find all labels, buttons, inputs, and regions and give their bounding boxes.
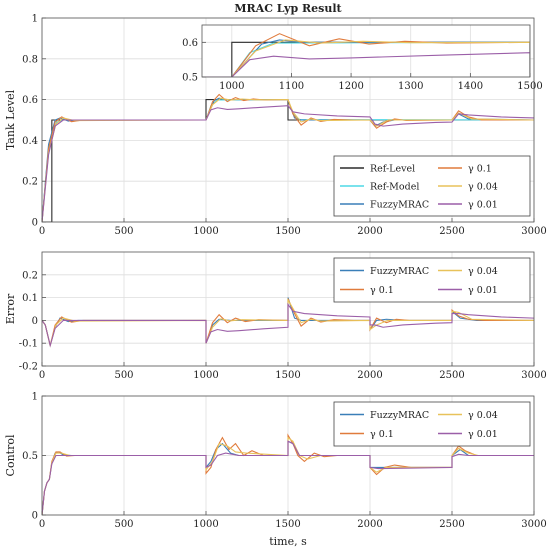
x-tick-label: 0 bbox=[39, 226, 45, 237]
legend-entry: γ 0.01 bbox=[468, 285, 498, 296]
legend-entry: FuzzyMRAC bbox=[370, 410, 429, 421]
x-tick-label: 2500 bbox=[439, 519, 464, 530]
x-tick-label: 3000 bbox=[521, 519, 546, 530]
y-tick-label: 1 bbox=[32, 392, 38, 403]
legend-entry: γ 0.1 bbox=[370, 285, 394, 296]
x-tick-label: 1000 bbox=[193, 370, 218, 381]
x-tick-label: 1400 bbox=[458, 81, 483, 92]
x-tick-label: 3000 bbox=[521, 370, 546, 381]
x-tick-label: 2000 bbox=[357, 226, 382, 237]
inset-axes-frame bbox=[201, 24, 531, 78]
y-tick-label: 1 bbox=[32, 14, 38, 25]
x-axis-label: time, s bbox=[269, 535, 307, 548]
legend-entry: γ 0.01 bbox=[468, 200, 498, 211]
legend-entry: γ 0.1 bbox=[468, 164, 492, 175]
y-tick-label: 0.4 bbox=[22, 136, 38, 147]
x-tick-label: 1200 bbox=[338, 81, 363, 92]
y-tick-label: 0 bbox=[32, 316, 38, 327]
control-legend: FuzzyMRAC γ 0.1 γ 0.04 γ 0.01 bbox=[333, 401, 531, 447]
y-tick-label: 0.2 bbox=[22, 270, 38, 281]
tank-legend: Ref-Level Ref-Model FuzzyMRAC γ 0.1 γ 0.04 γ … bbox=[333, 155, 531, 217]
series-line-g001 bbox=[42, 105, 534, 222]
x-tick-label: 1300 bbox=[398, 81, 423, 92]
y-axis-label: Error bbox=[4, 293, 17, 324]
x-tick-label: 500 bbox=[114, 370, 133, 381]
series-line-ref_level bbox=[42, 99, 534, 222]
x-tick-label: 2000 bbox=[357, 519, 382, 530]
y-tick-label: 0.5 bbox=[22, 451, 38, 462]
legend-entry: FuzzyMRAC bbox=[370, 266, 429, 277]
x-tick-label: 1000 bbox=[193, 519, 218, 530]
y-tick-label: 0.6 bbox=[182, 38, 198, 49]
inset-zoom-plot: 1000 1100 1200 1300 1400 1500 0.5 0.6 bbox=[182, 24, 543, 92]
y-axis-label: Tank Level bbox=[4, 89, 17, 150]
y-tick-label: 0 bbox=[32, 218, 38, 229]
legend-entry: Ref-Level bbox=[370, 164, 415, 175]
x-tick-label: 500 bbox=[114, 226, 133, 237]
x-tick-label: 1500 bbox=[517, 81, 542, 92]
legend-box bbox=[333, 401, 531, 447]
legend-entry: FuzzyMRAC bbox=[370, 200, 429, 211]
panel-control: 0 500 1000 1500 2000 2500 3000 0 0.5 1 Control Fuzz… bbox=[4, 392, 547, 531]
x-tick-label: 0 bbox=[39, 519, 45, 530]
x-tick-label: 2000 bbox=[357, 370, 382, 381]
panel-error: 0 500 1000 1500 2000 2500 3000 -0.2 -0.1 0 0.1 0.2 E… bbox=[4, 251, 547, 381]
y-tick-label: 0.6 bbox=[22, 95, 38, 106]
legend-entry: γ 0.1 bbox=[370, 429, 394, 440]
x-tick-label: 3000 bbox=[521, 226, 546, 237]
legend-entry: γ 0.01 bbox=[468, 429, 498, 440]
legend-box bbox=[333, 257, 531, 303]
x-tick-label: 1100 bbox=[279, 81, 304, 92]
legend-entry: γ 0.04 bbox=[468, 182, 498, 193]
y-tick-label: 0.8 bbox=[22, 54, 38, 65]
figure-title: MRAC Lyp Result bbox=[234, 2, 342, 15]
x-tick-label: 500 bbox=[114, 519, 133, 530]
x-tick-label: 1000 bbox=[193, 226, 218, 237]
legend-entry: Ref-Model bbox=[370, 182, 419, 193]
y-tick-label: -0.1 bbox=[19, 339, 38, 350]
x-tick-label: 1500 bbox=[275, 519, 300, 530]
legend-entry: γ 0.04 bbox=[468, 266, 498, 277]
x-tick-label: 1000 bbox=[219, 81, 244, 92]
series-line-g004 bbox=[42, 297, 534, 348]
y-tick-label: 0 bbox=[32, 511, 38, 522]
y-tick-label: 0.1 bbox=[22, 293, 38, 304]
series-line-g001 bbox=[42, 302, 534, 348]
x-tick-label: 1500 bbox=[275, 226, 300, 237]
x-tick-label: 2500 bbox=[439, 226, 464, 237]
x-tick-label: 0 bbox=[39, 370, 45, 381]
legend-entry: γ 0.04 bbox=[468, 410, 498, 421]
x-tick-label: 2500 bbox=[439, 370, 464, 381]
y-tick-label: 0.5 bbox=[182, 73, 198, 84]
x-tick-label: 1500 bbox=[275, 370, 300, 381]
series-line-g001 bbox=[42, 440, 534, 515]
series-line-ref_level bbox=[202, 41, 530, 77]
y-tick-label: -0.2 bbox=[19, 362, 38, 373]
legend-box bbox=[333, 155, 531, 217]
error-legend: FuzzyMRAC γ 0.1 γ 0.04 γ 0.01 bbox=[333, 257, 531, 303]
y-axis-label: Control bbox=[4, 434, 17, 476]
chart-panels: 0 500 1000 1500 2000 2500 300000.20.40.60.81Ta… bbox=[4, 14, 547, 531]
y-tick-label: 0.2 bbox=[22, 177, 38, 188]
